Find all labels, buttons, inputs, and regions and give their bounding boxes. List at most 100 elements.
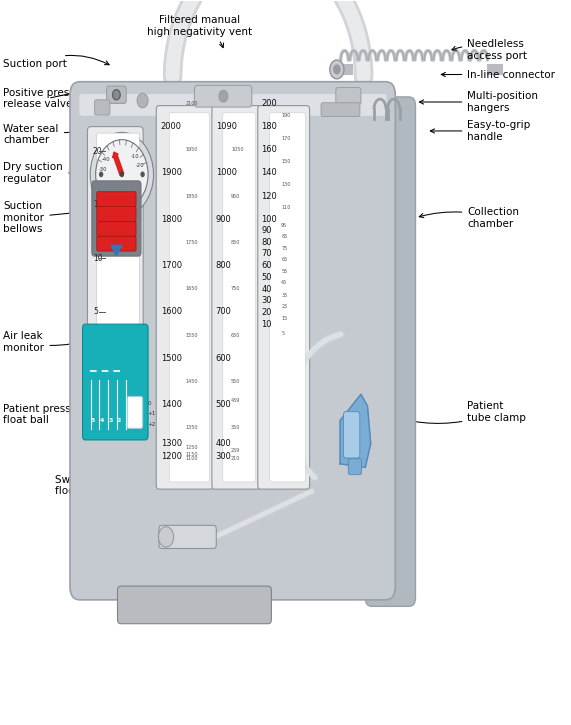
Polygon shape bbox=[340, 394, 371, 468]
Text: 75: 75 bbox=[282, 246, 287, 251]
Text: 2000: 2000 bbox=[160, 122, 182, 131]
Text: 950: 950 bbox=[231, 194, 240, 199]
Text: 20: 20 bbox=[93, 146, 103, 156]
Text: 65: 65 bbox=[282, 257, 287, 262]
Text: +2: +2 bbox=[147, 422, 156, 427]
FancyBboxPatch shape bbox=[92, 181, 141, 256]
Text: Swing out
floor stand: Swing out floor stand bbox=[55, 472, 142, 497]
Text: 259: 259 bbox=[231, 447, 240, 452]
FancyBboxPatch shape bbox=[159, 526, 216, 549]
Text: 2100: 2100 bbox=[185, 101, 198, 106]
Text: 500: 500 bbox=[216, 400, 231, 409]
Text: 300: 300 bbox=[216, 452, 232, 461]
Circle shape bbox=[137, 94, 148, 108]
FancyBboxPatch shape bbox=[79, 94, 387, 116]
Text: 190: 190 bbox=[282, 112, 291, 117]
Text: 200: 200 bbox=[262, 99, 278, 108]
Text: 45: 45 bbox=[282, 281, 287, 286]
FancyBboxPatch shape bbox=[212, 106, 260, 489]
Text: 1: 1 bbox=[126, 418, 130, 423]
Text: +1: +1 bbox=[147, 410, 156, 415]
Text: Air leak
monitor: Air leak monitor bbox=[3, 331, 93, 353]
Text: 15: 15 bbox=[282, 316, 287, 321]
Text: 750: 750 bbox=[231, 286, 240, 291]
Text: 1700: 1700 bbox=[160, 261, 182, 270]
Text: Easy-to-grip
handle: Easy-to-grip handle bbox=[431, 120, 530, 142]
Text: 40: 40 bbox=[262, 285, 272, 294]
Text: 1400: 1400 bbox=[160, 400, 182, 409]
Text: 140: 140 bbox=[262, 168, 278, 178]
Text: 1600: 1600 bbox=[160, 307, 182, 316]
Text: 1100: 1100 bbox=[185, 455, 198, 460]
Text: -10: -10 bbox=[131, 154, 140, 159]
Text: 1250: 1250 bbox=[185, 445, 198, 450]
Text: 4: 4 bbox=[99, 418, 104, 423]
Text: 5: 5 bbox=[93, 307, 98, 316]
Text: 2: 2 bbox=[117, 418, 121, 423]
FancyBboxPatch shape bbox=[365, 97, 416, 606]
Text: Positive pressure
release valve: Positive pressure release valve bbox=[3, 88, 93, 109]
Text: 350: 350 bbox=[231, 425, 240, 430]
FancyBboxPatch shape bbox=[336, 88, 361, 105]
Text: 1000: 1000 bbox=[216, 168, 237, 178]
Text: Multi-position
hangers: Multi-position hangers bbox=[420, 91, 538, 113]
Text: 1550: 1550 bbox=[185, 333, 198, 338]
Text: 150: 150 bbox=[282, 159, 291, 164]
Text: 600: 600 bbox=[216, 354, 232, 362]
Text: -40: -40 bbox=[102, 157, 111, 162]
Text: Patient
tube clamp: Patient tube clamp bbox=[384, 401, 526, 423]
Text: 100: 100 bbox=[262, 215, 278, 224]
FancyBboxPatch shape bbox=[96, 221, 136, 236]
Circle shape bbox=[158, 527, 174, 547]
FancyBboxPatch shape bbox=[127, 397, 143, 428]
Text: 85: 85 bbox=[282, 234, 287, 239]
Text: 0: 0 bbox=[147, 400, 151, 405]
FancyBboxPatch shape bbox=[96, 236, 136, 251]
Text: 650: 650 bbox=[231, 333, 240, 338]
Text: 5: 5 bbox=[282, 331, 284, 336]
FancyBboxPatch shape bbox=[96, 191, 136, 207]
Polygon shape bbox=[111, 245, 122, 255]
Text: 1950: 1950 bbox=[185, 147, 198, 152]
Text: 5: 5 bbox=[91, 418, 95, 423]
Text: 10: 10 bbox=[262, 320, 272, 329]
Text: 20: 20 bbox=[262, 308, 272, 317]
Circle shape bbox=[99, 172, 103, 177]
FancyBboxPatch shape bbox=[343, 412, 360, 458]
Text: 50: 50 bbox=[262, 273, 272, 281]
FancyBboxPatch shape bbox=[156, 106, 214, 489]
Text: Dry suction
regulator: Dry suction regulator bbox=[3, 162, 90, 183]
Text: 180: 180 bbox=[262, 122, 278, 131]
Text: Suction port: Suction port bbox=[3, 55, 109, 69]
Text: 1050: 1050 bbox=[231, 147, 243, 152]
FancyBboxPatch shape bbox=[258, 106, 309, 489]
Text: 35: 35 bbox=[282, 293, 287, 298]
Text: 160: 160 bbox=[262, 145, 278, 154]
FancyBboxPatch shape bbox=[95, 100, 110, 115]
Text: 800: 800 bbox=[216, 261, 232, 270]
Text: 900: 900 bbox=[216, 215, 231, 224]
Circle shape bbox=[90, 133, 154, 216]
FancyBboxPatch shape bbox=[83, 324, 148, 440]
Text: 1090: 1090 bbox=[216, 122, 237, 131]
Text: 1650: 1650 bbox=[185, 286, 198, 291]
Text: -20: -20 bbox=[135, 163, 144, 168]
Text: 130: 130 bbox=[282, 182, 291, 187]
Text: 1200: 1200 bbox=[160, 452, 182, 461]
FancyBboxPatch shape bbox=[348, 459, 361, 475]
FancyBboxPatch shape bbox=[87, 127, 143, 360]
Text: 55: 55 bbox=[282, 269, 287, 274]
Text: 25: 25 bbox=[282, 304, 287, 310]
Circle shape bbox=[112, 90, 120, 100]
Text: 110: 110 bbox=[282, 205, 291, 210]
Text: Patient
connector: Patient connector bbox=[293, 531, 405, 555]
FancyBboxPatch shape bbox=[118, 586, 271, 624]
Text: 95: 95 bbox=[282, 223, 287, 228]
Text: -30: -30 bbox=[99, 167, 107, 173]
FancyBboxPatch shape bbox=[170, 113, 209, 482]
Text: Collection
chamber: Collection chamber bbox=[419, 207, 520, 228]
Circle shape bbox=[333, 65, 341, 75]
Text: 70: 70 bbox=[262, 249, 272, 258]
Text: Patient pressure
float ball: Patient pressure float ball bbox=[3, 404, 98, 426]
FancyBboxPatch shape bbox=[70, 82, 395, 600]
